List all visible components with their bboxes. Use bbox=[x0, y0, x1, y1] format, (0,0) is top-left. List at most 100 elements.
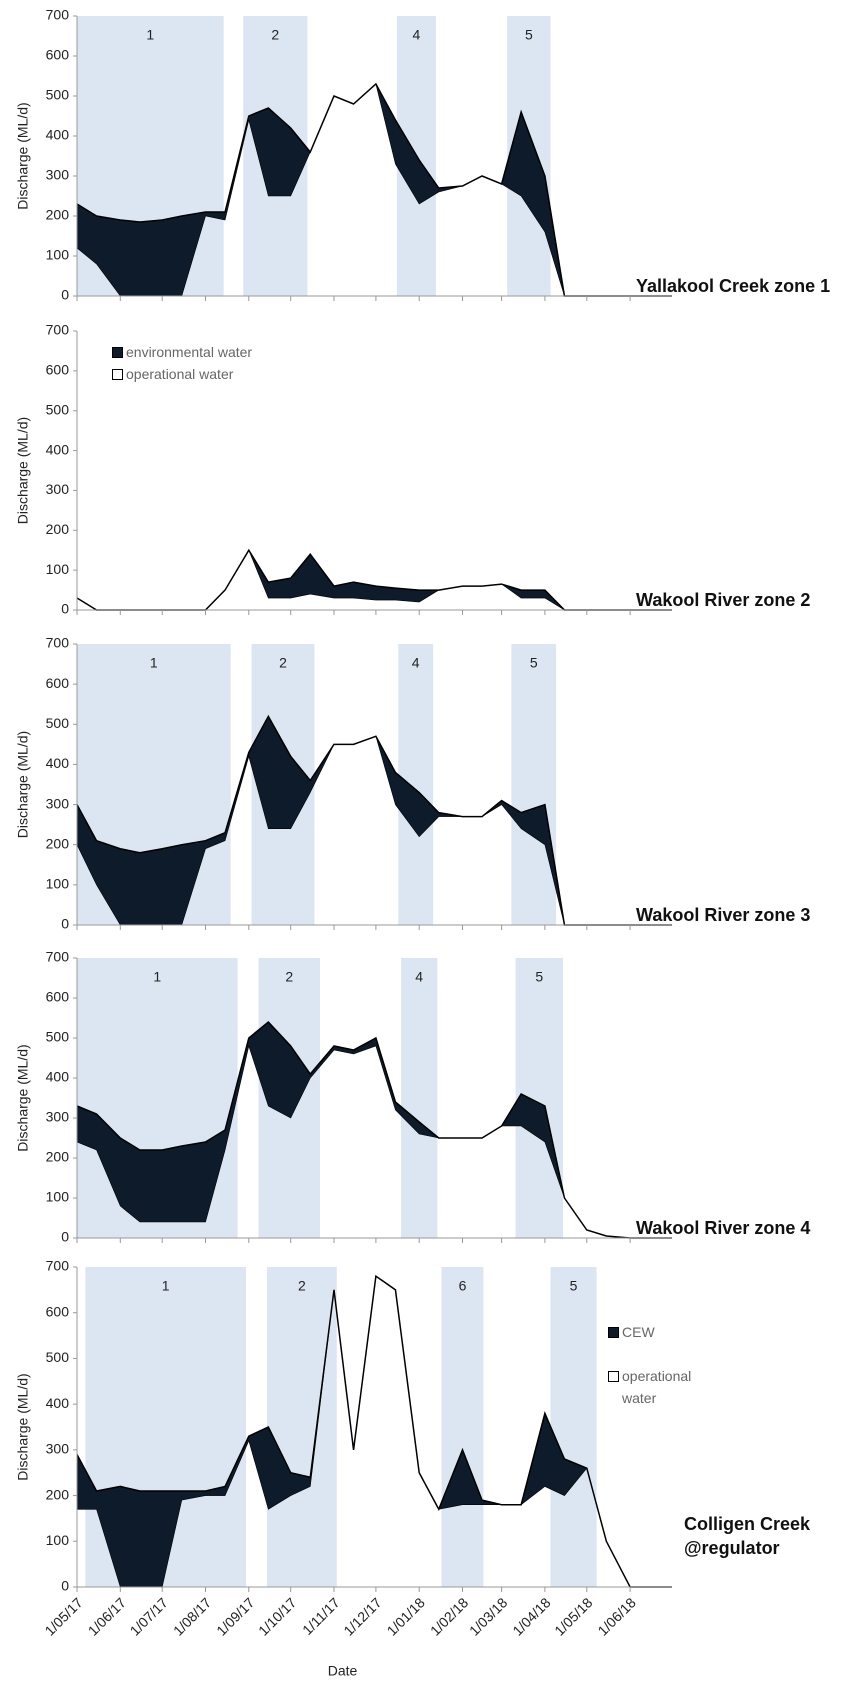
title-line: Yallakool Creek zone 1 bbox=[636, 276, 831, 296]
y-tick-label: 700 bbox=[46, 1258, 70, 1274]
y-tick-label: 300 bbox=[46, 1441, 70, 1457]
y-tick-label: 400 bbox=[46, 755, 70, 771]
zone-label: 1 bbox=[153, 969, 161, 985]
zone-label: 5 bbox=[570, 1278, 578, 1294]
x-tick-label: 1/01/18 bbox=[384, 1594, 428, 1638]
legend-label: CEW bbox=[622, 1324, 655, 1340]
x-tick-label: 1/08/17 bbox=[170, 1594, 214, 1638]
environmental-band bbox=[77, 84, 672, 296]
y-tick-label: 200 bbox=[46, 835, 70, 851]
x-tick-label: 1/12/17 bbox=[340, 1594, 384, 1638]
y-tick-label: 0 bbox=[61, 1229, 69, 1245]
zone-label: 4 bbox=[412, 655, 420, 671]
zone-label: 2 bbox=[279, 655, 287, 671]
title-line: Wakool River zone 3 bbox=[636, 905, 811, 925]
zone-label: 2 bbox=[298, 1278, 306, 1294]
panel-title: Wakool River zone 2 bbox=[636, 588, 810, 612]
zone-label: 5 bbox=[535, 969, 543, 985]
y-tick-label: 400 bbox=[46, 441, 70, 457]
x-tick-label: 1/10/17 bbox=[255, 1594, 299, 1638]
legend-label: operational water bbox=[126, 366, 234, 382]
discharge-line bbox=[76, 548, 672, 611]
legend-item: CEW bbox=[608, 1321, 708, 1343]
zone bbox=[401, 958, 438, 1238]
zone-label: 1 bbox=[146, 27, 154, 43]
zone-label: 4 bbox=[413, 27, 421, 43]
y-axis-label: Discharge (ML/d) bbox=[15, 102, 31, 209]
y-tick-label: 600 bbox=[46, 47, 70, 63]
title-line: Wakool River zone 2 bbox=[636, 590, 811, 610]
zone-label: 1 bbox=[150, 655, 158, 671]
y-tick-label: 700 bbox=[46, 7, 70, 23]
environmental-band bbox=[77, 550, 672, 610]
y-tick-label: 200 bbox=[46, 1149, 70, 1165]
x-axis-label: Date bbox=[328, 1663, 358, 1679]
y-tick-label: 600 bbox=[46, 989, 70, 1005]
x-tick-label: 1/06/17 bbox=[85, 1594, 129, 1638]
y-tick-label: 0 bbox=[61, 287, 69, 303]
y-tick-label: 500 bbox=[46, 715, 70, 731]
panel-title: Wakool River zone 3 bbox=[636, 903, 810, 927]
y-axis-label: Discharge (ML/d) bbox=[15, 731, 31, 838]
x-tick-label: 1/07/17 bbox=[127, 1594, 171, 1638]
environmental-band bbox=[77, 1022, 672, 1238]
y-tick-label: 200 bbox=[46, 521, 70, 537]
legend-swatch bbox=[608, 1371, 619, 1382]
panel-title: Yallakool Creek zone 1 bbox=[636, 274, 830, 298]
environmental-band bbox=[77, 716, 672, 925]
y-tick-label: 200 bbox=[46, 207, 70, 223]
y-tick-label: 400 bbox=[46, 1069, 70, 1085]
y-tick-label: 300 bbox=[46, 1109, 70, 1125]
legend-label: operational water bbox=[622, 1368, 692, 1406]
title-line: @regulator bbox=[684, 1538, 780, 1558]
legend-item: environmental water bbox=[112, 341, 252, 363]
y-tick-label: 300 bbox=[46, 795, 70, 811]
y-tick-label: 700 bbox=[46, 949, 70, 965]
legend-item: operational water bbox=[112, 363, 233, 385]
x-tick-label: 1/11/17 bbox=[299, 1594, 343, 1638]
y-tick-label: 100 bbox=[46, 561, 70, 577]
y-tick-label: 100 bbox=[46, 1532, 70, 1548]
x-tick-label: 1/05/17 bbox=[41, 1594, 85, 1638]
title-line: Wakool River zone 4 bbox=[636, 1218, 811, 1238]
operational-line bbox=[76, 1044, 672, 1239]
x-tick-label: 1/04/18 bbox=[509, 1594, 553, 1638]
y-tick-label: 600 bbox=[46, 362, 70, 378]
x-tick-label: 1/03/18 bbox=[466, 1594, 510, 1638]
legend-swatch bbox=[112, 347, 123, 358]
x-tick-label: 1/05/18 bbox=[551, 1594, 595, 1638]
zone bbox=[550, 1267, 597, 1587]
y-tick-label: 0 bbox=[61, 916, 69, 932]
y-tick-label: 500 bbox=[46, 401, 70, 417]
y-axis-label: Discharge (ML/d) bbox=[15, 417, 31, 524]
zone bbox=[266, 1267, 337, 1587]
operational-line bbox=[76, 549, 672, 611]
legend-swatch bbox=[608, 1327, 619, 1338]
panel-title: Colligen Creek @regulator bbox=[684, 1512, 810, 1560]
zone-label: 2 bbox=[271, 27, 279, 43]
x-tick-label: 1/09/17 bbox=[213, 1594, 257, 1638]
zone-label: 5 bbox=[530, 655, 538, 671]
zone bbox=[441, 1267, 484, 1587]
legend-swatch bbox=[112, 369, 123, 380]
zone-label: 1 bbox=[162, 1278, 170, 1294]
y-axis-label: Discharge (ML/d) bbox=[15, 1044, 31, 1151]
y-tick-label: 400 bbox=[46, 1395, 70, 1411]
y-tick-label: 600 bbox=[46, 1303, 70, 1319]
zone-label: 4 bbox=[415, 969, 423, 985]
y-tick-label: 300 bbox=[46, 481, 70, 497]
y-tick-label: 100 bbox=[46, 1189, 70, 1205]
y-tick-label: 300 bbox=[46, 167, 70, 183]
y-tick-label: 400 bbox=[46, 127, 70, 143]
title-line: Colligen Creek bbox=[684, 1514, 811, 1534]
zone-label: 5 bbox=[525, 27, 533, 43]
legend-item: operational water bbox=[608, 1365, 708, 1409]
y-tick-label: 500 bbox=[46, 1349, 70, 1365]
y-tick-label: 500 bbox=[46, 1029, 70, 1045]
y-tick-label: 0 bbox=[61, 601, 69, 617]
y-tick-label: 700 bbox=[46, 635, 70, 651]
y-tick-label: 600 bbox=[46, 675, 70, 691]
y-tick-label: 200 bbox=[46, 1486, 70, 1502]
